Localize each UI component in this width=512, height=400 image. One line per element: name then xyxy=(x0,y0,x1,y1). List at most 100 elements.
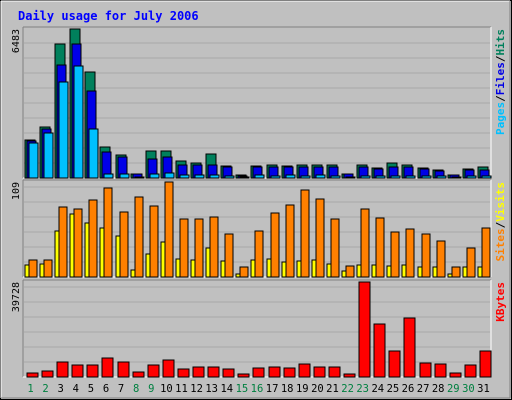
x-tick-label-day-14: 14 xyxy=(220,383,233,395)
bar-pages-day-18 xyxy=(285,174,296,179)
x-tick-label-day-2: 2 xyxy=(42,383,48,395)
bar-sites-day-24 xyxy=(375,217,385,278)
legend-entry: / xyxy=(494,55,507,62)
bar-sites-day-23 xyxy=(360,208,370,278)
bar-pages-day-16 xyxy=(254,174,265,179)
bar-kbytes-day-26 xyxy=(403,317,416,378)
panels-layer: 6483Pages/Files/Hits109Sites/Visits39728… xyxy=(11,26,507,378)
bar-pages-day-23 xyxy=(360,175,371,179)
x-tick-label-day-12: 12 xyxy=(190,383,203,395)
bar-kbytes-day-4 xyxy=(71,364,84,378)
x-tick-label-day-8: 8 xyxy=(133,383,139,395)
bar-sites-day-19 xyxy=(300,189,310,278)
bar-sites-day-18 xyxy=(285,204,295,278)
bar-kbytes-day-28 xyxy=(434,363,447,378)
bar-kbytes-day-18 xyxy=(283,367,296,378)
x-tick-label-day-16: 16 xyxy=(251,383,264,395)
visits-sites-panel: 109 Sites/Visits xyxy=(11,179,507,278)
bar-kbytes-day-29 xyxy=(449,372,462,378)
x-tick-label-day-1: 1 xyxy=(27,383,33,395)
x-axis-labels: 1 2 3 4 5 6 7 8 9 10 11 12 13 14 15 16 17 18 19 20 21 22 23 24 2… xyxy=(27,383,489,395)
bar-kbytes-day-7 xyxy=(117,361,130,378)
bar-sites-day-3 xyxy=(58,206,68,278)
bar-kbytes-day-3 xyxy=(56,361,69,378)
bar-kbytes-day-11 xyxy=(177,368,190,378)
bar-kbytes-day-24 xyxy=(373,323,386,378)
x-tick-label-day-19: 19 xyxy=(296,383,309,395)
bar-sites-day-2 xyxy=(43,259,53,278)
legend-entry: Pages xyxy=(494,102,507,135)
bar-sites-day-21 xyxy=(330,218,340,278)
bar-kbytes-day-2 xyxy=(41,370,54,378)
bar-pages-day-5 xyxy=(88,128,99,179)
bar-sites-day-26 xyxy=(405,228,415,278)
x-tick-label-day-18: 18 xyxy=(281,383,294,395)
bar-pages-day-30 xyxy=(466,175,477,179)
bar-pages-day-10 xyxy=(164,172,175,179)
bar-pages-day-9 xyxy=(149,173,160,179)
bar-kbytes-day-27 xyxy=(419,362,432,378)
bar-kbytes-day-21 xyxy=(328,366,341,378)
bar-sites-day-7 xyxy=(119,211,129,278)
bar-kbytes-day-19 xyxy=(298,363,311,378)
x-tick-label-day-15: 15 xyxy=(236,383,249,395)
x-tick-label-day-13: 13 xyxy=(205,383,218,395)
bar-pages-day-8 xyxy=(134,176,145,179)
x-tick-label-day-28: 28 xyxy=(432,383,445,395)
bar-kbytes-day-10 xyxy=(162,359,175,378)
legend-entry: KBytes xyxy=(494,282,507,322)
bar-pages-day-12 xyxy=(194,174,205,179)
bar-kbytes-day-30 xyxy=(464,364,477,378)
bar-kbytes-day-15 xyxy=(237,373,250,378)
x-tick-label-day-20: 20 xyxy=(311,383,324,395)
bar-pages-day-4 xyxy=(73,65,84,179)
bar-kbytes-day-1 xyxy=(26,372,39,378)
y-axis-max-label: 109 xyxy=(11,182,22,200)
bar-kbytes-day-6 xyxy=(101,357,114,378)
bar-sites-day-9 xyxy=(149,205,159,278)
bar-kbytes-day-8 xyxy=(132,371,145,378)
bar-pages-day-26 xyxy=(405,175,416,179)
bar-pages-day-15 xyxy=(239,176,250,179)
x-tick-label-day-30: 30 xyxy=(462,383,475,395)
x-tick-label-day-3: 3 xyxy=(58,383,64,395)
x-tick-label-day-17: 17 xyxy=(266,383,279,395)
bar-sites-day-1 xyxy=(28,259,38,278)
bar-sites-day-27 xyxy=(421,233,431,278)
legend-entry: Sites xyxy=(494,228,507,261)
bar-pages-day-19 xyxy=(300,175,311,179)
bar-pages-day-13 xyxy=(209,174,220,179)
x-tick-label-day-4: 4 xyxy=(73,383,79,395)
bar-sites-day-16 xyxy=(254,230,264,278)
bar-pages-day-6 xyxy=(103,173,114,179)
x-tick-label-day-29: 29 xyxy=(447,383,460,395)
x-tick-label-day-26: 26 xyxy=(402,383,415,395)
x-tick-label-day-24: 24 xyxy=(371,383,384,395)
bar-sites-day-20 xyxy=(315,198,325,278)
bar-pages-day-3 xyxy=(58,81,69,179)
x-tick-label-day-31: 31 xyxy=(477,383,490,395)
bar-sites-day-25 xyxy=(390,231,400,278)
bar-pages-day-7 xyxy=(119,173,130,179)
bar-sites-day-6 xyxy=(103,187,113,278)
bar-pages-day-17 xyxy=(270,175,281,179)
chart-title: Daily usage for July 2006 xyxy=(18,9,199,23)
x-tick-label-day-7: 7 xyxy=(118,383,124,395)
x-tick-label-day-9: 9 xyxy=(148,383,154,395)
bar-pages-day-22 xyxy=(345,176,356,179)
bar-sites-day-30 xyxy=(466,247,476,278)
bar-kbytes-day-13 xyxy=(207,366,220,378)
x-tick-label-day-22: 22 xyxy=(341,383,354,395)
bar-kbytes-day-17 xyxy=(268,366,281,378)
legend-entry: / xyxy=(494,221,507,228)
bar-pages-day-25 xyxy=(390,175,401,179)
bar-sites-day-14 xyxy=(224,233,234,278)
bar-sites-day-15 xyxy=(239,266,249,278)
bar-kbytes-day-31 xyxy=(479,350,492,378)
legend-entry: Files xyxy=(494,62,507,95)
kbytes-panel: 39728 KBytes xyxy=(11,279,507,378)
bar-kbytes-day-25 xyxy=(388,350,401,378)
legend-entry: / xyxy=(494,95,507,102)
